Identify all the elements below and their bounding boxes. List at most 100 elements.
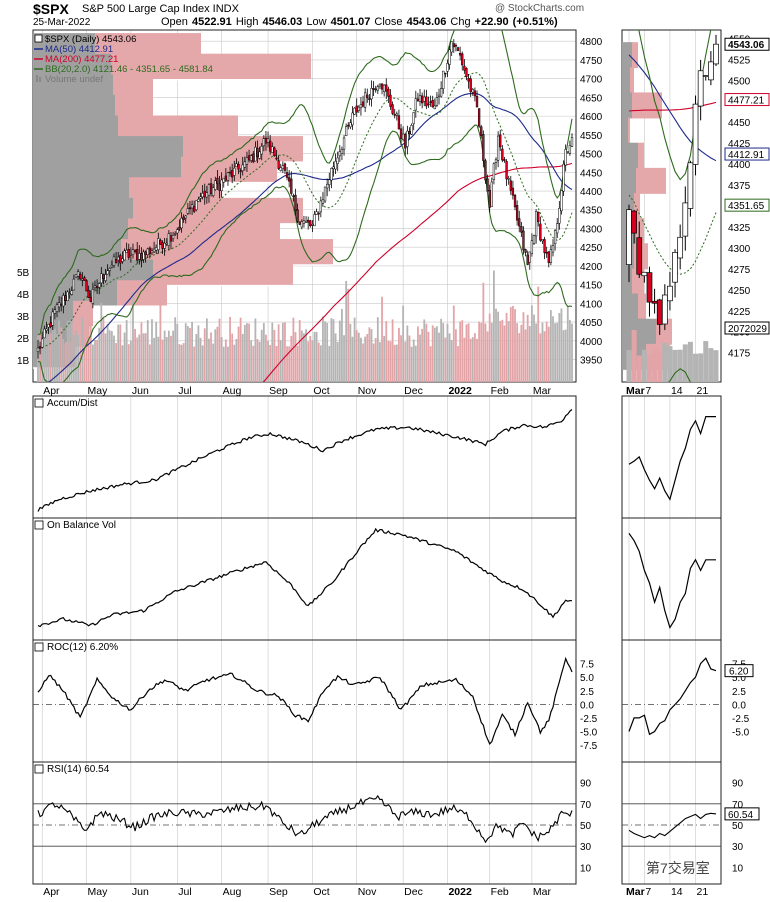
close-value: 4543.06 [406,16,447,28]
candle-body [146,248,149,255]
volume-bar [366,334,369,382]
volume-bar [330,318,333,382]
inset-vbp-down-bar [632,268,644,295]
obv: On Balance Vol [34,520,573,628]
candle-body [275,157,278,160]
candle-body [431,99,434,108]
volume-bar [193,346,196,382]
candle-body [518,218,521,227]
volume-bar [277,324,280,382]
candle-body [543,239,546,253]
candle-body [72,278,76,291]
volume-bar [480,322,483,382]
volume-bar [440,318,443,382]
inset-price-tick-label: 4500 [728,76,751,87]
candle-body [471,89,474,93]
volume-bar [414,345,417,382]
inset-candle-body [656,299,663,325]
candle-body [205,192,209,198]
candle-body [553,230,557,245]
candle-body [473,90,477,97]
candle-body [304,220,308,223]
accum-dist-title: Accum/Dist [47,398,98,409]
candle-body [423,96,426,102]
inset-price-tick-label: 4400 [728,160,751,171]
volume-bar [252,345,255,382]
price-tick-label: 4200 [580,262,603,273]
candle-body [342,137,346,150]
inset-volume-bar [687,341,693,382]
volume-bar [393,344,396,382]
volume-bar [547,326,550,382]
candle-body [193,206,196,212]
inset-roc-tick-label: 0.0 [732,700,746,711]
candle-body [157,238,160,251]
volume-bar [400,335,402,382]
volume-bar [355,330,358,382]
volume-bar [89,322,92,382]
volume-bar [220,337,223,382]
inset-price-tick-label: 4300 [728,244,751,255]
open-value: 4522.91 [191,16,232,28]
candle-body [319,200,322,213]
volume-bar [229,316,231,382]
candle-body [239,170,242,173]
candle-body [345,126,348,136]
inset-rsi-tick-label: 10 [732,863,744,874]
volume-bar [96,339,98,382]
index-name: S&P 500 Large Cap Index INDX [82,3,239,15]
volume-bar [412,339,415,382]
candle-body [83,277,86,281]
volume-bar [108,330,111,382]
candle-body [515,205,519,221]
inset-x-tick-label: Mar [626,385,645,397]
volume-bar [526,314,529,382]
inset-vbp-up-bar [622,268,632,295]
volume-bar [495,308,497,382]
candle-body [307,219,310,223]
candle-body [127,249,130,258]
candle-body [117,256,120,261]
volume-bar [360,337,362,382]
volume-bar [83,338,86,382]
volume-bar [326,322,329,382]
volume-bar [142,333,145,382]
accum-dist-legend-icon [34,398,44,408]
volume-bar [56,334,58,382]
low-value: 4501.07 [330,16,371,28]
candle-body [38,346,42,349]
inset-vbp-down-bar [636,218,644,245]
inset-vbp-down-bar [630,67,634,94]
inset-candle-body [631,210,637,234]
inset-x-tick-label: 14 [671,385,683,397]
inset-roc-tag-box [724,664,754,678]
candle-body [292,195,295,198]
candle-body [376,86,379,91]
volume-bar [467,323,470,382]
volume-bar [49,333,52,382]
candle-body [330,168,333,181]
inset-volume-bar [703,341,709,382]
volume-bar [488,313,491,382]
candle-body [503,159,506,161]
volume-bar [134,328,136,382]
inset-rsi-tag: 60.54 [728,810,753,821]
inset-last-price-tag-box [724,37,770,51]
volume-bar [522,312,525,382]
inset-last-price-tag: 4543.06 [728,40,765,51]
volume-bar [533,314,535,382]
ma200-line [262,162,573,382]
candle-body [347,124,350,127]
volume-bar [406,325,409,382]
volume-bar [117,324,120,382]
volume-bar [549,310,552,382]
candle-body [541,239,544,242]
candle-body [387,88,390,97]
rsi-line [37,794,573,844]
candle-body [41,338,44,348]
candle-body [235,163,238,167]
inset-volume-tag: 2072029 [728,324,767,335]
volume-bar [66,321,69,382]
candle-body [368,98,371,100]
inset-vbp-down-bar [638,142,644,169]
